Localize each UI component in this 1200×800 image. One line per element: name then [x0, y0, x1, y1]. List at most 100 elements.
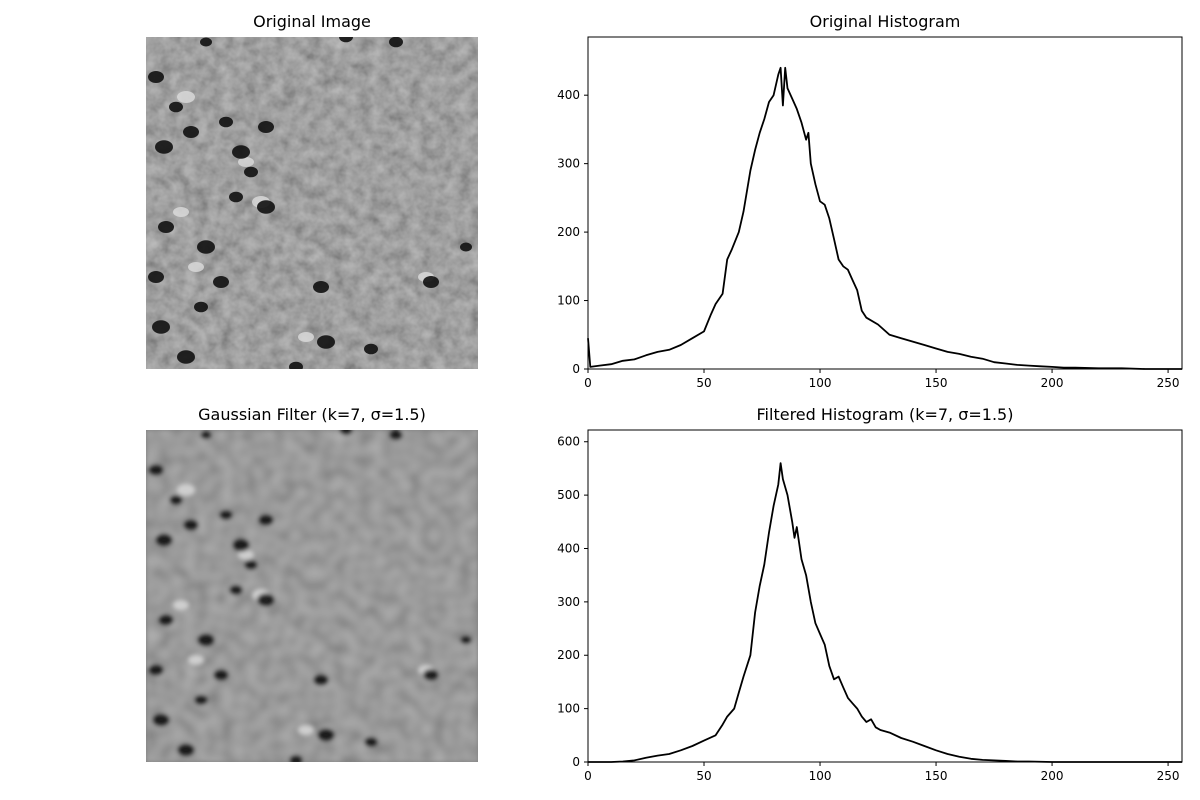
original-image-svg	[146, 37, 478, 369]
dark-spot	[229, 191, 243, 203]
x-tick-label: 150	[925, 376, 948, 390]
histogram-line-0	[587, 66, 1182, 370]
dark-spot	[152, 713, 170, 727]
x-tick-label: 150	[925, 769, 948, 783]
light-spot	[177, 91, 195, 103]
plot-frame	[587, 429, 1183, 763]
light-spot	[173, 207, 189, 217]
x-tick-label: 100	[809, 376, 832, 390]
y-tick-label: 200	[557, 648, 580, 662]
dark-spot	[257, 593, 275, 607]
dark-spot	[364, 343, 378, 355]
dark-spot	[148, 271, 164, 283]
dark-spot	[258, 121, 274, 133]
dark-spot	[317, 728, 335, 742]
dark-spot	[197, 633, 215, 647]
dark-spot	[423, 669, 439, 681]
light-spot	[188, 262, 204, 272]
dark-spot	[317, 335, 335, 349]
dark-spot	[177, 743, 195, 757]
x-tick-label: 200	[1041, 769, 1064, 783]
dark-spot	[313, 674, 329, 686]
dark-spots-blurred	[148, 430, 472, 762]
light-spot	[173, 600, 189, 610]
y-tick-label: 0	[572, 755, 580, 769]
dark-spot	[152, 320, 170, 334]
dark-spot	[244, 166, 258, 178]
x-tick-label: 0	[584, 376, 592, 390]
original-histogram-title: Original Histogram	[809, 12, 961, 31]
dark-spot	[200, 430, 212, 440]
dark-spot	[213, 669, 229, 681]
dark-spot	[158, 221, 174, 233]
y-tick-label: 500	[557, 488, 580, 502]
original-histogram-chart: 0 50 100 150 200 250 0 100 200 300 400	[557, 36, 1183, 390]
y-tick-label: 300	[557, 157, 580, 171]
dark-spot	[313, 281, 329, 293]
original-image	[146, 37, 478, 369]
dark-spot	[339, 430, 353, 436]
x-tick-label: 0	[584, 769, 592, 783]
dark-spot	[257, 200, 275, 214]
original-image-title: Original Image	[253, 12, 371, 31]
plot-frame	[587, 36, 1183, 370]
dark-spot	[169, 494, 183, 506]
y-tick-label: 400	[557, 88, 580, 102]
x-tick-label: 50	[696, 376, 711, 390]
dark-spot	[183, 126, 199, 138]
dark-spot	[155, 533, 173, 547]
dark-spot	[219, 116, 233, 128]
dark-spot	[213, 276, 229, 288]
dark-spot	[289, 361, 303, 369]
dark-spot	[460, 635, 472, 645]
gaussian-image-title: Gaussian Filter (k=7, σ=1.5)	[198, 405, 426, 424]
y-tick-label: 200	[557, 225, 580, 239]
dark-spot	[232, 538, 250, 552]
dark-spot	[364, 736, 378, 748]
dark-spot	[219, 509, 233, 521]
dark-spot	[183, 519, 199, 531]
dark-spot	[244, 559, 258, 571]
gaussian-image	[146, 430, 478, 762]
dark-spot	[177, 350, 195, 364]
dark-spot	[389, 37, 403, 48]
dark-spot	[197, 240, 215, 254]
x-tick-label: 250	[1157, 376, 1180, 390]
dark-spot	[289, 754, 303, 762]
y-tick-label: 100	[557, 702, 580, 716]
dark-spot	[423, 276, 439, 288]
dark-spot	[148, 664, 164, 676]
light-spot	[177, 484, 195, 496]
histogram-line-1	[588, 462, 1182, 763]
dark-spot	[460, 242, 472, 252]
gaussian-image-svg	[146, 430, 478, 762]
dark-spot	[258, 514, 274, 526]
dark-spot	[158, 614, 174, 626]
y-tick-label: 400	[557, 541, 580, 555]
dark-spot	[155, 140, 173, 154]
light-spot	[188, 655, 204, 665]
light-spot	[298, 725, 314, 735]
y-tick-label: 100	[557, 294, 580, 308]
x-tick-label: 50	[696, 769, 711, 783]
x-tick-label: 250	[1157, 769, 1180, 783]
dark-spot	[194, 301, 208, 313]
dark-spot	[229, 584, 243, 596]
light-spot	[298, 332, 314, 342]
filtered-histogram-title: Filtered Histogram (k=7, σ=1.5)	[756, 405, 1014, 424]
x-tick-label: 200	[1041, 376, 1064, 390]
y-tick-label: 300	[557, 595, 580, 609]
dark-spots	[148, 37, 472, 369]
x-tick-label: 100	[809, 769, 832, 783]
dark-spot	[389, 430, 403, 441]
dark-spot	[200, 37, 212, 47]
y-tick-label: 600	[557, 435, 580, 449]
dark-spot	[148, 71, 164, 83]
dark-spot	[339, 37, 353, 43]
dark-spot	[169, 101, 183, 113]
light-spot	[238, 157, 254, 167]
light-spot	[238, 550, 254, 560]
dark-spot	[194, 694, 208, 706]
y-tick-label: 0	[572, 362, 580, 376]
dark-spot	[148, 464, 164, 476]
